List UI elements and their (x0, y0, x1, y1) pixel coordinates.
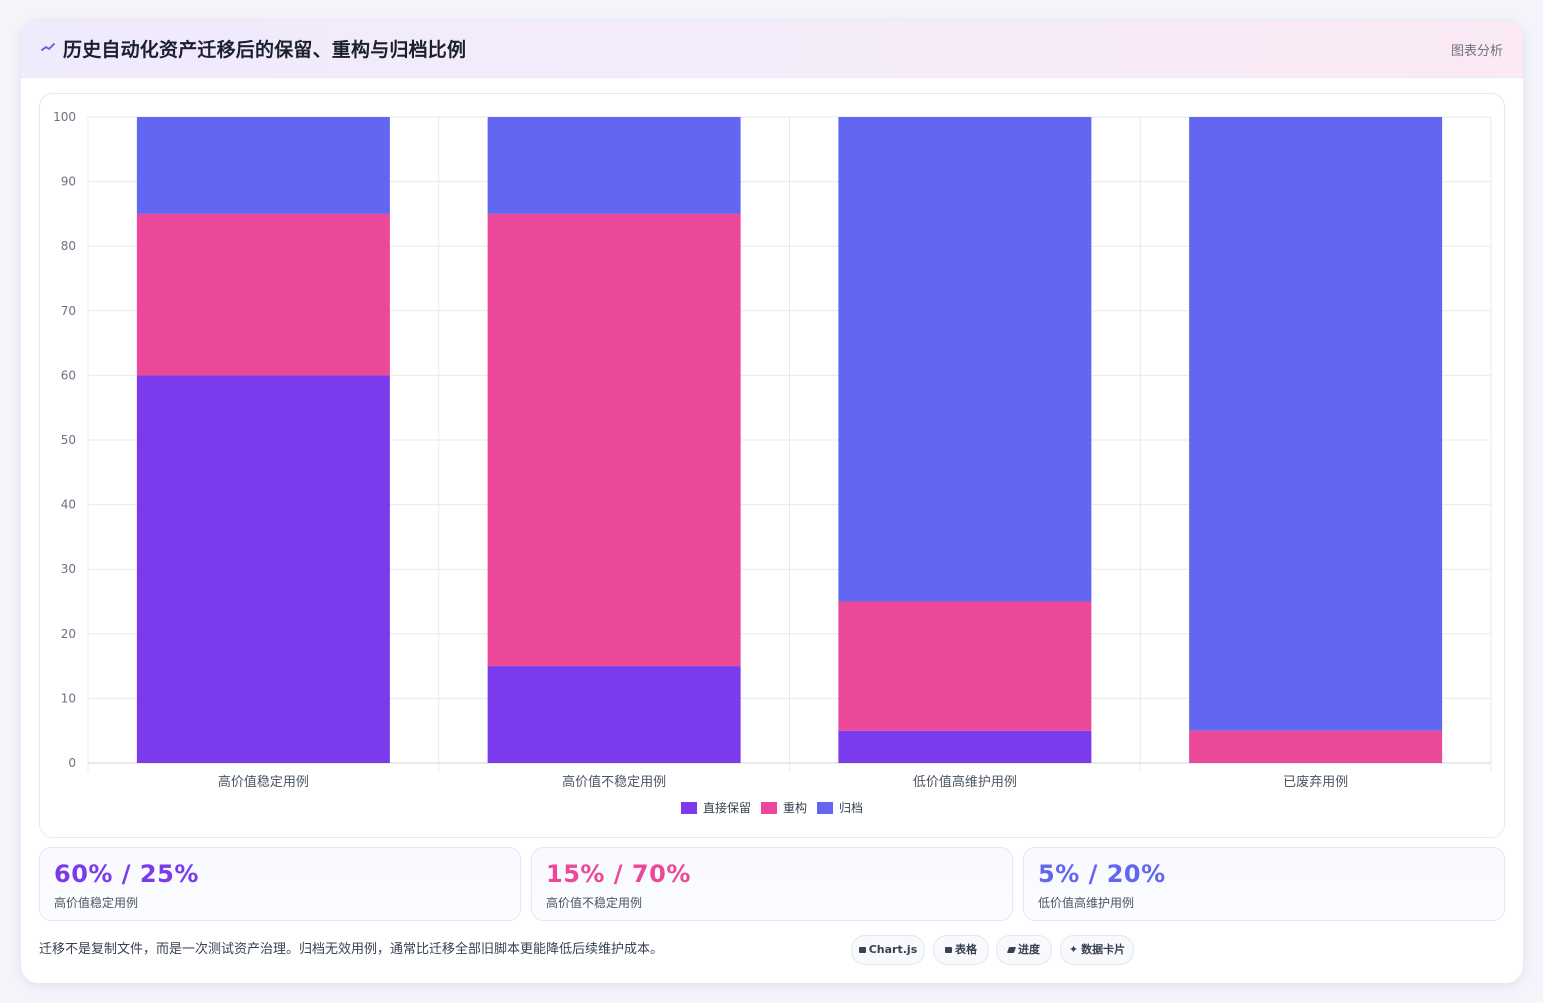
legend-swatch (761, 802, 777, 814)
stat-card-high-unstable: 15% / 70% 高价值不稳定用例 (531, 847, 1013, 921)
stat-card-low-maintenance: 5% / 20% 低价值高维护用例 (1023, 847, 1505, 921)
bar-segment (487, 117, 741, 214)
bar-segment (487, 666, 741, 763)
chip-data-card[interactable]: ✦ 数据卡片 (1060, 935, 1134, 965)
stat-label: 低价值高维护用例 (1038, 896, 1135, 910)
chip-chartjs[interactable]: Chart.js (851, 935, 925, 965)
stacked-bar-chart: 0 10 20 30 40 50 60 70 80 90 100 高价值稳定用例 高价值不稳定用例 低价值… (53, 110, 1492, 815)
y-tick-label: 70 (61, 304, 76, 318)
sparkle-icon: ✦ (1068, 943, 1079, 956)
chart-analysis-button[interactable]: 图表分析 (1450, 44, 1503, 59)
card-header: 历史自动化资产迁移后的保留、重构与归档比例 图表分析 (21, 21, 1523, 78)
stat-label: 高价值稳定用例 (54, 896, 139, 910)
table-icon (945, 947, 952, 953)
legend-swatch (681, 802, 697, 814)
bar-segment (1189, 117, 1443, 731)
chart-panel: 0 10 20 30 40 50 60 70 80 90 100 高价值稳定用例 高价值不稳定用例 低价值… (39, 93, 1505, 838)
bar-segment (838, 730, 1092, 763)
legend-label: 重构 (783, 800, 807, 815)
bar-segment (487, 213, 741, 667)
y-tick-label: 100 (53, 110, 76, 124)
x-tick-label: 已废弃用例 (1283, 774, 1348, 790)
chip-label: 进度 (1018, 943, 1040, 956)
y-tick-label: 50 (61, 433, 76, 447)
chip-progress[interactable]: 进度 (996, 935, 1052, 965)
progress-icon (1006, 947, 1017, 953)
y-tick-label: 30 (61, 562, 76, 576)
stats-row: 60% / 25% 高价值稳定用例 15% / 70% 高价值不稳定用例 5% … (39, 847, 1505, 921)
bar-segment (136, 213, 390, 376)
x-tick-label: 高价值稳定用例 (218, 774, 309, 790)
chip-table[interactable]: 表格 (933, 935, 989, 965)
y-tick-label: 10 (61, 691, 76, 705)
y-tick-label: 90 (61, 175, 76, 189)
legend-label: 直接保留 (703, 800, 751, 815)
y-tick-label: 40 (61, 498, 76, 512)
bar-segment (1189, 730, 1443, 763)
chip-label: 表格 (955, 943, 977, 956)
chip-label: 数据卡片 (1081, 943, 1126, 956)
stat-value: 15% / 70% (546, 860, 691, 888)
bar-segment (838, 117, 1092, 602)
stat-value: 5% / 20% (1038, 860, 1166, 888)
y-tick-label: 60 (61, 368, 76, 382)
y-tick-label: 80 (61, 239, 76, 253)
footer-note: 迁移不是复制文件，而是一次测试资产治理。归档无效用例，通常比迁移全部旧脚本更能降… (39, 942, 664, 957)
bar-segment (136, 117, 390, 214)
bar-segment (136, 375, 390, 763)
stat-value: 60% / 25% (54, 860, 199, 888)
chart-icon (858, 947, 866, 953)
legend-label: 归档 (839, 801, 863, 815)
trend-line-icon (41, 37, 55, 57)
x-tick-label: 低价值高维护用例 (913, 774, 1017, 790)
bar-segment (838, 601, 1092, 731)
x-tick-label: 高价值不稳定用例 (562, 774, 666, 790)
y-tick-label: 20 (61, 627, 76, 641)
chip-label: Chart.js (868, 943, 918, 956)
page-title: 历史自动化资产迁移后的保留、重构与归档比例 (63, 39, 467, 61)
legend-swatch (817, 802, 833, 814)
stat-label: 高价值不稳定用例 (546, 896, 643, 910)
y-tick-label: 0 (68, 756, 76, 770)
chart-card: 历史自动化资产迁移后的保留、重构与归档比例 图表分析 0 10 20 30 40 50 60… (20, 20, 1524, 984)
stat-card-high-stable: 60% / 25% 高价值稳定用例 (39, 847, 521, 921)
